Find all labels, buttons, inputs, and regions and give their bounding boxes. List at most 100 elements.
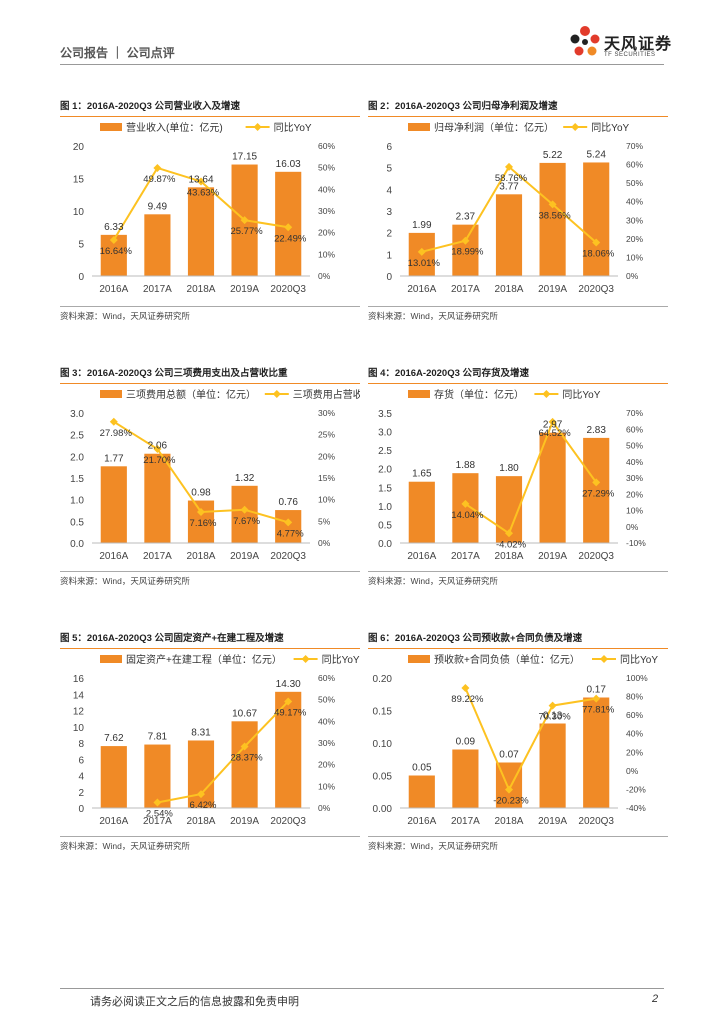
right-axis-tick: 15% (318, 473, 335, 483)
right-axis-tick: 20% (626, 234, 643, 244)
yoy-value-label: 49.87% (143, 174, 176, 185)
yoy-point (505, 529, 513, 538)
right-axis-tick: 40% (626, 729, 643, 739)
bar (539, 723, 566, 808)
bar (408, 775, 435, 808)
x-axis-tick: 2017A (451, 284, 480, 295)
left-axis-tick: 0.0 (70, 539, 84, 550)
figure-title: 图 4：2016A-2020Q3 公司存货及增速 (368, 365, 668, 384)
figure-3: 图 3：2016A-2020Q3 公司三项费用支出及占营收比重 三项费用总额（单… (60, 365, 360, 587)
figure-4: 图 4：2016A-2020Q3 公司存货及增速 存货（单位：亿元） 同比YoY 0… (368, 365, 668, 587)
bar (231, 721, 258, 808)
bar-value-label: 3.77 (499, 181, 519, 192)
right-axis-tick: 60% (626, 160, 643, 170)
right-axis-tick: 50% (318, 695, 335, 705)
left-axis-tick: 3.0 (70, 409, 84, 420)
x-axis-tick: 2020Q3 (270, 551, 306, 562)
chart-expenses: 三项费用总额（单位：亿元） 三项费用占营收比重 0.0 0.5 1.0 1.5 2.0 2.5… (70, 388, 360, 562)
x-axis-tick: 2019A (230, 284, 259, 295)
logo-subtext: TF SECURITIES (604, 52, 656, 58)
left-axis-tick: 4 (386, 185, 392, 196)
bar-value-label: 16.03 (276, 159, 301, 170)
yoy-value-label: 28.37% (230, 753, 263, 764)
left-axis-tick: 5 (78, 240, 84, 251)
left-axis-tick: 2.5 (378, 446, 392, 457)
left-axis-tick: 0.05 (373, 772, 393, 783)
legend-bar-label: 营业收入(单位：亿元) (126, 121, 223, 134)
left-axis-tick: 8 (78, 739, 84, 750)
legend-line-label: 同比YoY (322, 654, 360, 666)
left-axis-tick: 2.5 (70, 431, 84, 442)
x-axis-tick: 2018A (495, 816, 524, 827)
legend-bar-label: 归母净利润（单位：亿元） (434, 121, 554, 134)
left-axis-tick: 1.5 (378, 483, 392, 494)
yoy-point (153, 163, 162, 172)
x-axis-tick: 2018A (495, 284, 524, 295)
yoy-point (240, 216, 249, 225)
left-axis-tick: 4 (78, 772, 84, 783)
yoy-point (505, 785, 513, 794)
x-axis-tick: 2019A (230, 551, 259, 562)
legend-bar-swatch (408, 390, 430, 398)
bar (583, 162, 610, 276)
bar-value-label: 5.22 (543, 150, 563, 161)
yoy-point (197, 507, 205, 516)
figure-6: 图 6：2016A-2020Q3 公司预收款+合同负债及增速 预收款+合同负债（… (368, 630, 668, 851)
x-axis-tick: 2017A (451, 816, 480, 827)
left-axis-tick: 5 (386, 164, 392, 175)
chart-inventory: 存货（单位：亿元） 同比YoY 0.0 0.5 1.0 1.5 2.0 2.5 3.0 3.5 -1… (378, 388, 646, 562)
right-axis-tick: 10% (318, 781, 335, 791)
figure-source: 资料来源：Wind，天风证券研究所 (60, 571, 360, 587)
legend-line-marker (272, 390, 281, 398)
right-axis-tick: -10% (626, 538, 646, 548)
figure-source: 资料来源：Wind，天风证券研究所 (368, 571, 668, 587)
bar-value-label: 1.80 (499, 463, 519, 474)
bar (100, 466, 127, 543)
bar-value-label: 1.88 (456, 460, 476, 471)
yoy-value-label: 2.54% (146, 808, 173, 819)
left-axis-tick: 0.5 (378, 520, 392, 531)
right-axis-tick: -20% (626, 784, 646, 794)
left-axis-tick: 0 (78, 804, 84, 815)
left-axis-tick: 2 (386, 229, 392, 240)
yoy-value-label: -4.02% (496, 539, 527, 550)
bar (452, 749, 479, 808)
bar-value-label: 0.98 (191, 488, 211, 499)
legend-line-marker (600, 655, 608, 663)
x-axis-tick: 2019A (538, 284, 567, 295)
left-axis-tick: 2.0 (70, 452, 84, 463)
right-axis-tick: 25% (318, 430, 335, 440)
yoy-point (417, 247, 426, 256)
bar-value-label: 5.24 (586, 149, 606, 160)
left-axis-tick: 0.0 (378, 539, 392, 550)
figure-title: 图 2：2016A-2020Q3 公司归母净利润及增速 (368, 98, 668, 117)
x-axis-tick: 2019A (538, 816, 567, 827)
right-axis-tick: 70% (626, 408, 643, 418)
x-axis-tick: 2020Q3 (270, 284, 306, 295)
right-axis-tick: 10% (626, 252, 643, 262)
right-axis-tick: 50% (626, 178, 643, 188)
chart-revenue: 营业收入(单位：亿元) 同比YoY 0 5 10 15 20 0% 10% 20% 30% 40% 50… (73, 121, 336, 295)
figure-source: 资料来源：Wind，天风证券研究所 (60, 306, 360, 322)
figure-title: 图 6：2016A-2020Q3 公司预收款+合同负债及增速 (368, 630, 668, 649)
x-axis-tick: 2020Q3 (578, 551, 614, 562)
left-axis-tick: 15 (73, 175, 85, 186)
right-axis-tick: 40% (318, 716, 335, 726)
x-axis-tick: 2017A (143, 284, 172, 295)
yoy-line (464, 687, 597, 792)
page-number: 2 (652, 993, 659, 1005)
right-axis-tick: 40% (318, 184, 335, 194)
legend-line-label: 同比YoY (620, 654, 658, 666)
yoy-point (461, 236, 470, 245)
bar-value-label: 0.09 (456, 737, 476, 748)
right-axis-tick: 0% (626, 522, 639, 532)
left-axis-tick: 1.5 (70, 474, 84, 485)
left-axis-tick: 10 (73, 723, 85, 734)
yoy-line (157, 700, 289, 804)
bar-value-label: 14.30 (276, 679, 301, 690)
yoy-value-label: 22.49% (274, 233, 307, 244)
bar (583, 697, 610, 808)
yoy-point (284, 697, 293, 706)
bar (144, 214, 171, 276)
bar-value-label: 1.32 (235, 473, 255, 484)
